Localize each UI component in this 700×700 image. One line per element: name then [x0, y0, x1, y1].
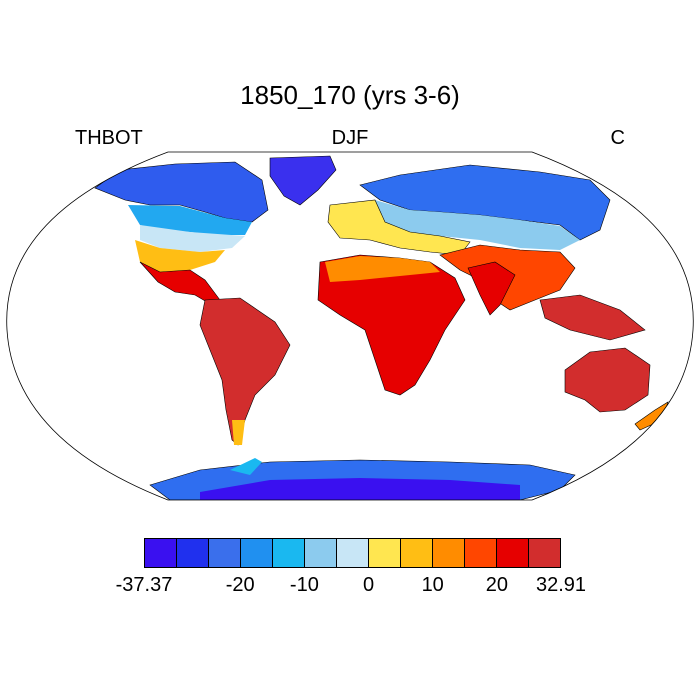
colorbar-tick-label: 10 [421, 574, 444, 596]
map-title: 1850_170 (yrs 3-6) [240, 80, 460, 110]
australia-region [564, 347, 651, 413]
eurasia-cool-region [375, 200, 580, 250]
antarctic-peninsula-region [230, 458, 262, 475]
north-america-warm-region [135, 240, 225, 272]
colorbar-box [241, 539, 273, 567]
india-region [467, 261, 516, 316]
colorbar-box [177, 539, 209, 567]
colorbar-tick-label: 20 [485, 574, 508, 596]
north-america-cool-region [128, 205, 252, 235]
colorbar-box [529, 539, 560, 567]
colorbar-tick-label: -20 [225, 574, 255, 596]
colorbar-tick-label: -10 [289, 574, 319, 596]
variable-label: THBOT [75, 127, 143, 149]
map-boundary [6, 151, 694, 501]
colorbar-box [209, 539, 241, 567]
colorbar-box [433, 539, 465, 567]
north-africa-region [325, 256, 440, 282]
colorbar-box [337, 539, 369, 567]
antarctica-interior-region [200, 478, 520, 500]
north-america-mild-region [140, 225, 245, 252]
colorbar-box [465, 539, 497, 567]
colorbar-tick-label: 0 [362, 574, 375, 596]
new-zealand-region [634, 401, 669, 431]
colorbar-tick-label: -37.37 [115, 574, 173, 596]
south-america-south-region [232, 420, 245, 445]
season-label: DJF [331, 127, 369, 149]
colorbar-box [369, 539, 401, 567]
colorbar-tick-label: 32.91 [535, 574, 587, 596]
units-label: C [610, 127, 625, 149]
greenland-region [269, 155, 337, 206]
colorbar-box [497, 539, 529, 567]
colorbar-box [273, 539, 305, 567]
southeast-asia-islands-region [539, 294, 646, 341]
south-america-region [199, 297, 291, 446]
colorbar-box [305, 539, 337, 567]
colorbar-box [145, 539, 177, 567]
colorbar [144, 538, 561, 568]
colorbar-box [401, 539, 433, 567]
